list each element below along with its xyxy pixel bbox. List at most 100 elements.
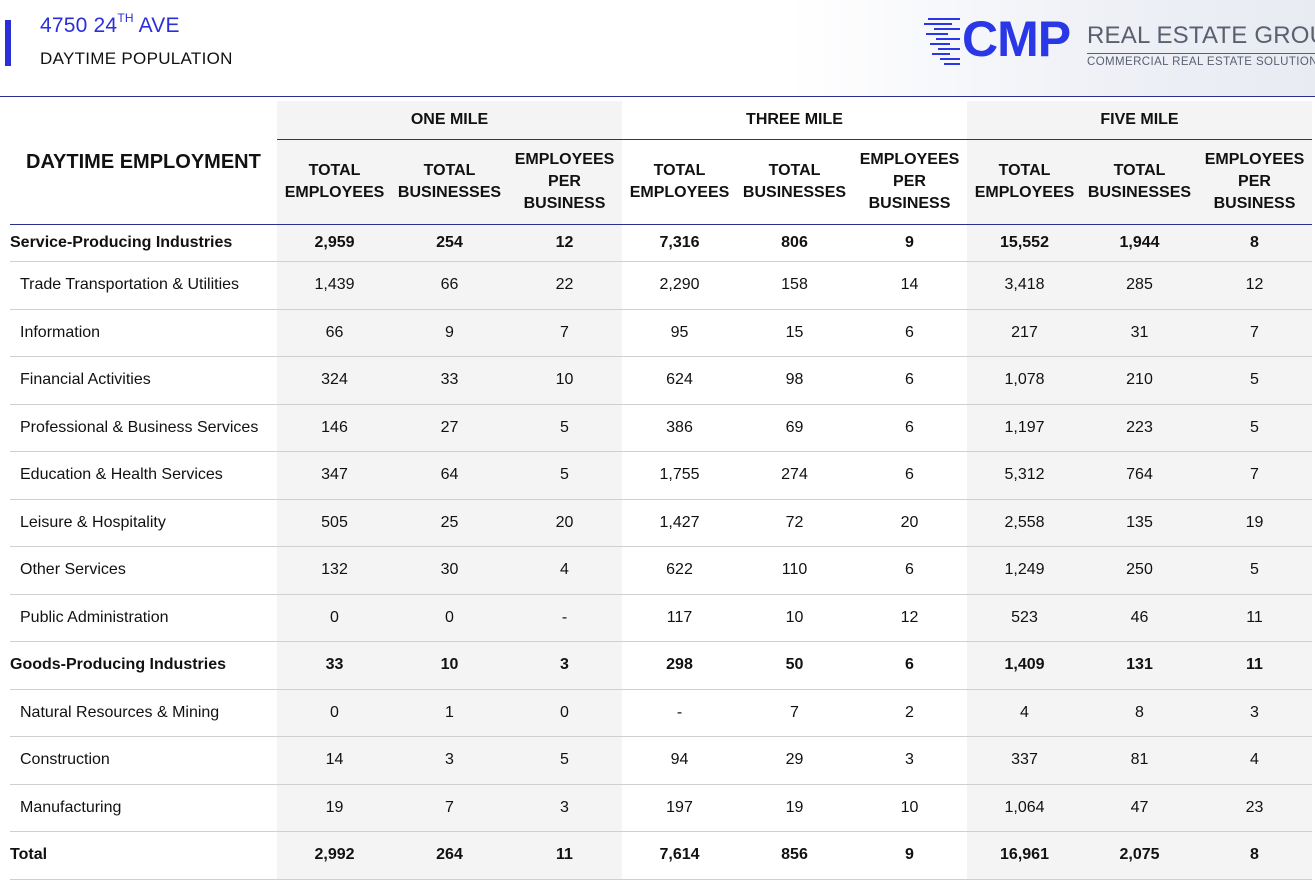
table-cell: 33 [392,356,507,405]
table-cell: 2,558 [967,499,1082,547]
table-cell: 14 [277,736,392,785]
table-cell: 12 [852,594,967,642]
table-row: Financial Activities 324 33 10 624 98 6 1,078 21… [10,356,1312,405]
table-cell: 6 [852,451,967,500]
table-cell: 15 [737,309,852,357]
table-cell: 337 [967,736,1082,785]
table-cell: 33 [277,641,392,690]
property-address: 4750 24TH AVE [40,11,180,37]
row-label: Information [10,309,277,357]
table-row: Goods-Producing Industries 33 10 3 298 50 6 1,4… [10,641,1312,690]
table-cell: 210 [1082,356,1197,405]
table-cell: 98 [737,356,852,405]
table-cell: 624 [622,356,737,405]
table-title: DAYTIME EMPLOYMENT [10,101,277,225]
table-cell: 66 [277,309,392,357]
table-cell: 1,439 [277,261,392,310]
row-label: Manufacturing [10,784,277,832]
table-cell: 3 [392,736,507,785]
table-cell: 16,961 [967,831,1082,880]
table-cell: 132 [277,546,392,595]
table-cell: 2,992 [277,831,392,880]
table-cell: 12 [507,224,622,262]
table-cell: 11 [1197,641,1312,690]
table-cell: 94 [622,736,737,785]
table-cell: 1,249 [967,546,1082,595]
logo-name: REAL ESTATE GROUP [1087,22,1315,49]
table-cell: 66 [392,261,507,310]
table-cell: 5,312 [967,451,1082,500]
table-cell: 10 [392,641,507,690]
table-cell: 11 [507,831,622,880]
table-cell: - [507,594,622,642]
table-cell: 72 [737,499,852,547]
row-label: Goods-Producing Industries [10,641,277,690]
table-cell: - [622,689,737,737]
table-cell: 7 [1197,309,1312,357]
table-cell: 158 [737,261,852,310]
row-label: Public Administration [10,594,277,642]
table-cell: 622 [622,546,737,595]
column-header: TOTAL EMPLOYEES [277,139,392,225]
table-cell: 6 [852,356,967,405]
table-cell: 117 [622,594,737,642]
table-cell: 69 [737,404,852,452]
table-cell: 81 [1082,736,1197,785]
table-cell: 1 [392,689,507,737]
table-cell: 46 [1082,594,1197,642]
table-cell: 1,064 [967,784,1082,832]
table-cell: 264 [392,831,507,880]
table-cell: 347 [277,451,392,500]
table-cell: 3 [507,641,622,690]
table-cell: 10 [852,784,967,832]
logo-brand: CMP [962,11,1071,67]
table-cell: 7 [507,309,622,357]
table-cell: 6 [852,309,967,357]
table-cell: 324 [277,356,392,405]
table-cell: 9 [852,831,967,880]
row-label: Construction [10,736,277,785]
table-cell: 1,755 [622,451,737,500]
table-cell: 47 [1082,784,1197,832]
row-label: Other Services [10,546,277,595]
table-cell: 0 [277,689,392,737]
column-header: EMPLOYEES PER BUSINESS [507,139,622,225]
table-cell: 11 [1197,594,1312,642]
column-header: TOTAL BUSINESSES [1082,139,1197,225]
row-label: Trade Transportation & Utilities [10,261,277,310]
table-row: Total 2,992 264 11 7,614 856 9 16,961 2,075 8 [10,831,1312,880]
table-cell: 15,552 [967,224,1082,262]
table-cell: 10 [737,594,852,642]
column-header: EMPLOYEES PER BUSINESS [1197,139,1312,225]
table-cell: 6 [852,641,967,690]
table-cell: 1,078 [967,356,1082,405]
row-label: Total [10,831,277,880]
table-cell: 6 [852,546,967,595]
table-cell: 30 [392,546,507,595]
group-header: FIVE MILE [967,101,1312,140]
page-header: 4750 24TH AVE DAYTIME POPULATION CMP REA… [0,0,1315,97]
group-header: ONE MILE [277,101,622,140]
table-cell: 95 [622,309,737,357]
column-header: EMPLOYEES PER BUSINESS [852,139,967,225]
table-row: Information 66 9 7 95 15 6 217 31 7 [10,309,1312,357]
table-cell: 23 [1197,784,1312,832]
row-label: Professional & Business Services [10,404,277,452]
table-cell: 5 [1197,404,1312,452]
table-cell: 14 [852,261,967,310]
table-cell: 197 [622,784,737,832]
table-cell: 25 [392,499,507,547]
table-cell: 8 [1197,831,1312,880]
table-cell: 22 [507,261,622,310]
table-cell: 523 [967,594,1082,642]
table-cell: 7 [392,784,507,832]
table-cell: 19 [737,784,852,832]
table-cell: 1,427 [622,499,737,547]
accent-bar [5,20,11,66]
employment-table: DAYTIME EMPLOYMENT ONE MILE THREE MILE F… [10,101,1312,880]
table-cell: 2,290 [622,261,737,310]
table-row: Public Administration 0 0-117 10 12 523 46 11 [10,594,1312,642]
table-cell: 7 [737,689,852,737]
table-cell: 1,197 [967,404,1082,452]
table-cell: 3 [1197,689,1312,737]
